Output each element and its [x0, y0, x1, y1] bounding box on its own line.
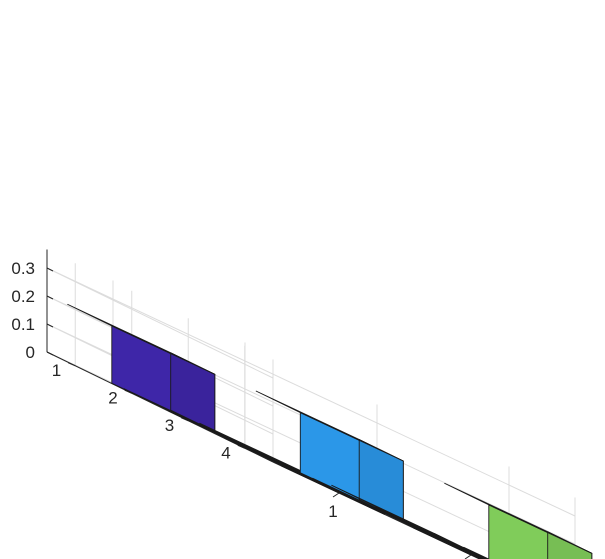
- bar-top-face: [255, 390, 404, 462]
- x-tick: [332, 492, 340, 498]
- z-tick: [46, 295, 54, 300]
- bar-side-face: [170, 352, 216, 433]
- tick-labels: 00.10.20.312341234: [11, 259, 337, 521]
- bar-top-face: [387, 512, 488, 559]
- z-tick-label: 0.3: [11, 259, 35, 278]
- y-tick-label: 4: [221, 443, 230, 462]
- bar-top-face: [444, 482, 593, 554]
- z-tick-label: 0: [26, 343, 35, 362]
- bar-c1-r1: [67, 303, 216, 433]
- z-tick: [46, 323, 54, 328]
- bar-c4-r1: [463, 546, 490, 559]
- bar-c3-r3: [444, 482, 593, 559]
- x-tick: [464, 554, 472, 559]
- y-tick-label: 3: [165, 416, 174, 435]
- y-tick-label: 1: [52, 361, 61, 380]
- bar-c3-r2: [387, 512, 488, 559]
- x-tick-label: 1: [328, 502, 337, 521]
- grid: [46, 249, 576, 559]
- bars: [67, 303, 593, 559]
- z-tick: [46, 267, 54, 272]
- bar-c2-r4: [368, 505, 484, 559]
- z-tick-label: 0.2: [11, 287, 35, 306]
- bar-top-face: [368, 505, 484, 559]
- z-tick: [46, 351, 54, 356]
- y-tick-label: 2: [108, 388, 117, 407]
- y-tick: [124, 389, 132, 394]
- y-tick: [181, 417, 189, 422]
- bar-top-face: [463, 546, 490, 559]
- axes: [46, 249, 481, 559]
- bar-c1-r4: [236, 443, 385, 515]
- bar-c2-r2: [255, 390, 404, 522]
- z-tick-label: 0.1: [11, 315, 35, 334]
- bar-top-face: [67, 303, 216, 375]
- y-tick: [237, 444, 245, 449]
- y-tick: [68, 362, 76, 367]
